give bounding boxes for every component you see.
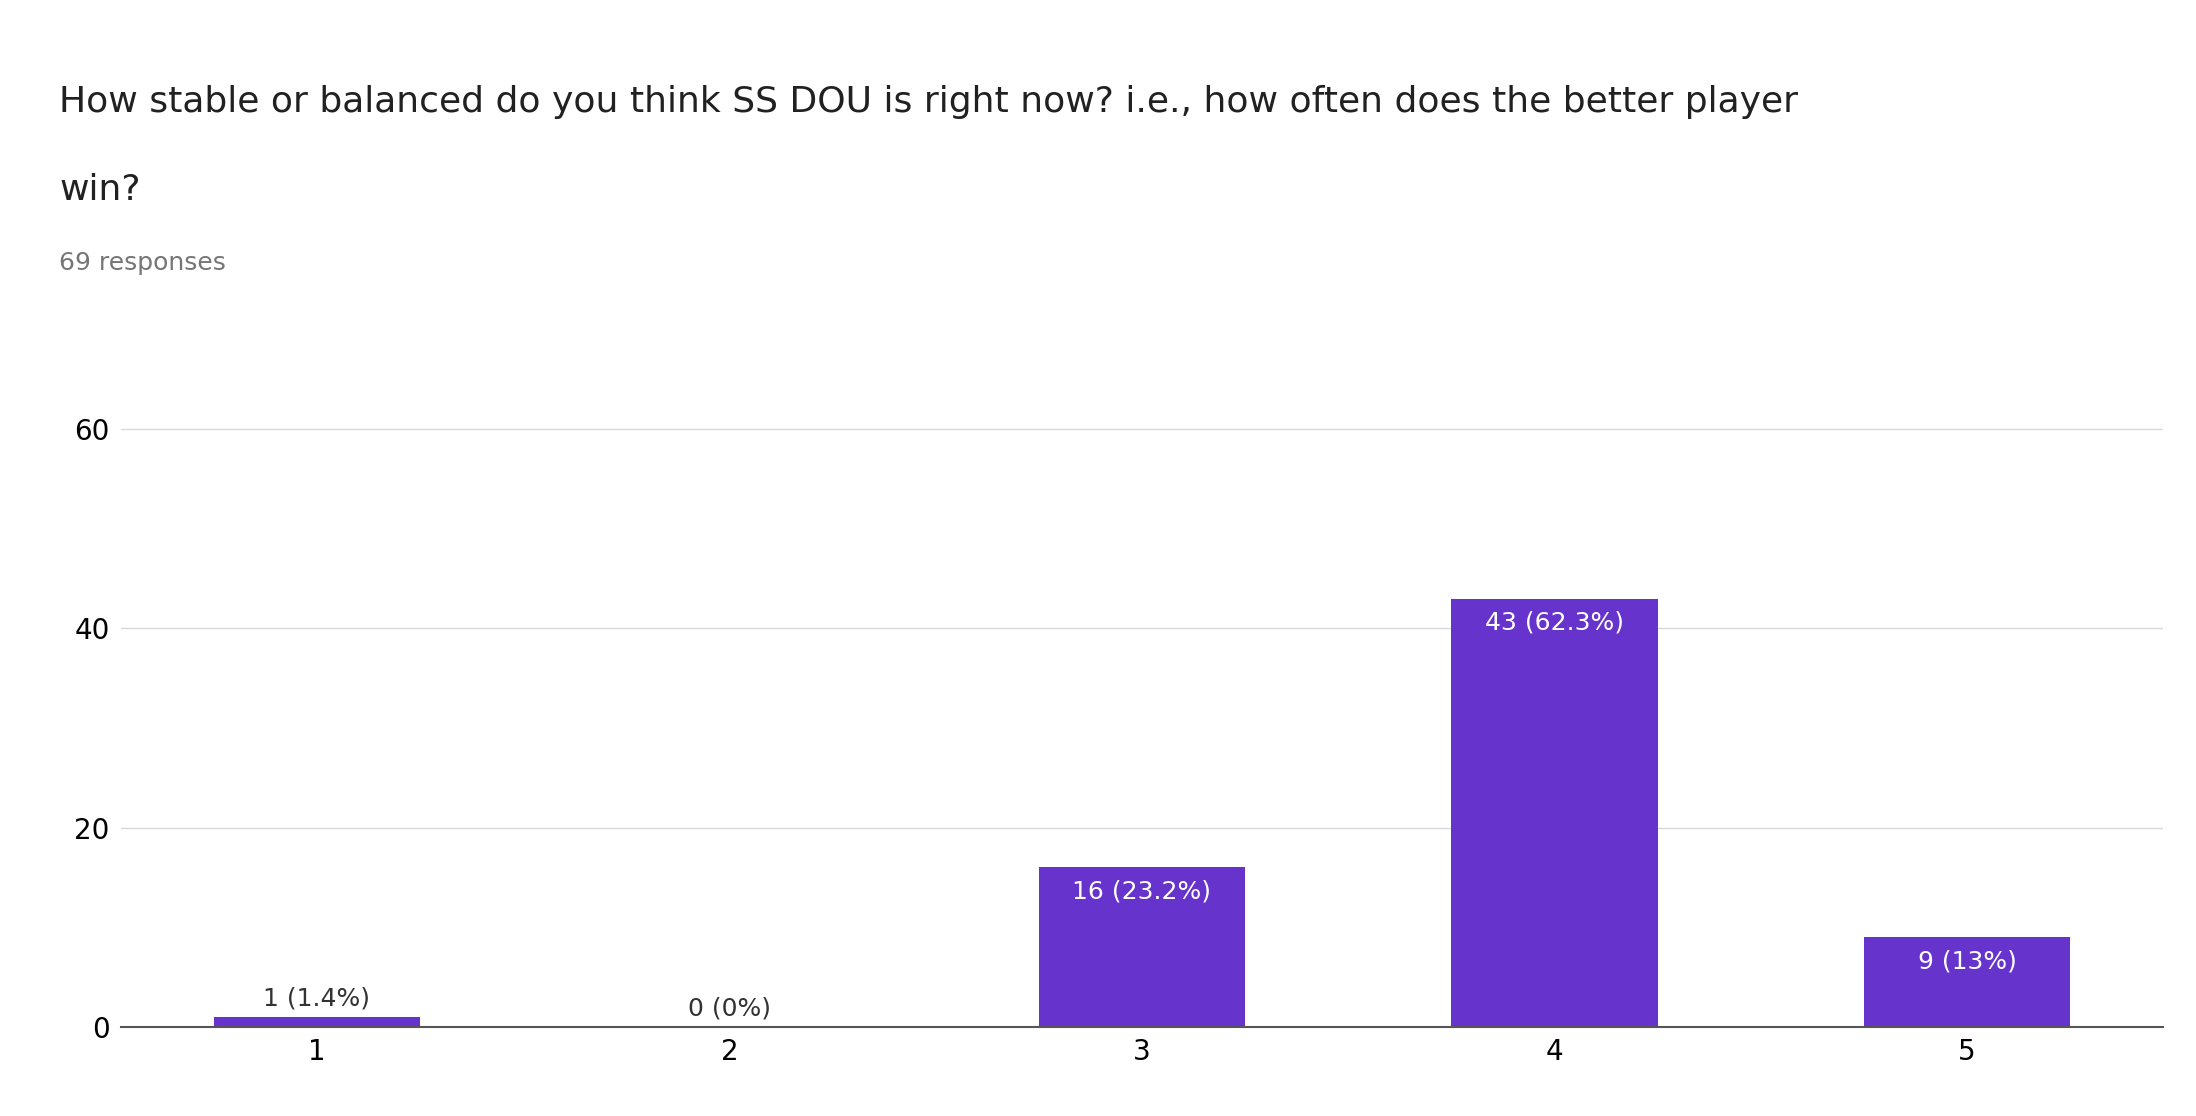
Text: 43 (62.3%): 43 (62.3%) [1484,610,1625,635]
Text: 0 (0%): 0 (0%) [687,997,771,1021]
Text: 16 (23.2%): 16 (23.2%) [1072,879,1212,903]
Text: win?: win? [59,173,141,206]
Text: How stable or balanced do you think SS DOU is right now? i.e., how often does th: How stable or balanced do you think SS D… [59,85,1799,118]
Bar [1452,598,1658,1027]
Bar [1864,937,2071,1027]
Text: 9 (13%): 9 (13%) [1917,949,2016,973]
Text: 69 responses: 69 responses [59,251,226,276]
Bar [213,1017,419,1027]
Text: 1 (1.4%): 1 (1.4%) [264,987,371,1011]
Bar [1039,867,1245,1027]
